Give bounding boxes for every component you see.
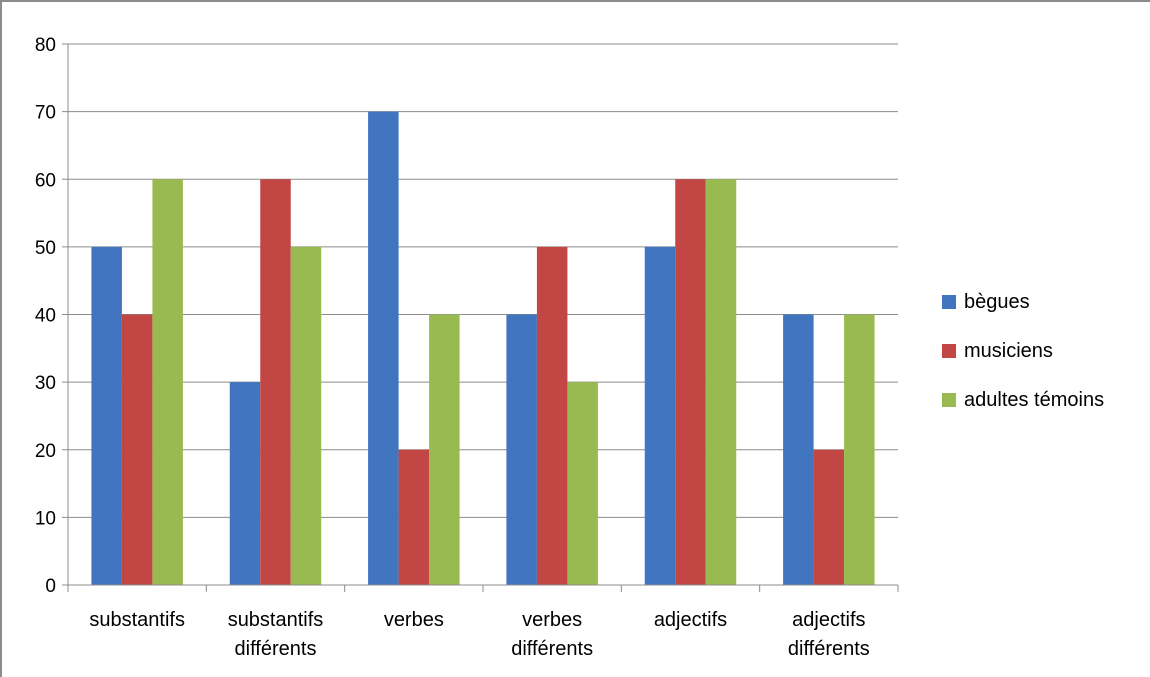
bar bbox=[429, 314, 460, 585]
bars bbox=[91, 111, 875, 585]
legend-swatch bbox=[942, 344, 956, 358]
legend-label: musiciens bbox=[964, 340, 1053, 362]
legend-swatch bbox=[942, 393, 956, 407]
y-axis-ticks: 0 10 20 30 40 50 60 70 80 bbox=[35, 35, 56, 597]
bar bbox=[368, 111, 399, 585]
bar bbox=[229, 382, 261, 585]
x-category-label: substantifs différents bbox=[228, 609, 324, 660]
y-tick-label: 40 bbox=[35, 306, 56, 327]
y-tick-label: 50 bbox=[35, 238, 56, 259]
x-category-label: substantifs bbox=[89, 609, 185, 631]
gridlines bbox=[68, 43, 898, 518]
bar bbox=[398, 449, 430, 585]
bar bbox=[506, 314, 537, 585]
bar bbox=[813, 449, 845, 585]
y-tick-label: 30 bbox=[35, 373, 56, 394]
y-tick-label: 0 bbox=[45, 576, 56, 597]
x-axis-labels: substantifs substantifs différents verbes ve… bbox=[89, 609, 869, 660]
bar bbox=[705, 179, 737, 585]
legend: bègues musiciens adultes témoins bbox=[942, 291, 1104, 411]
bar bbox=[567, 382, 598, 585]
bar bbox=[644, 246, 676, 585]
bar bbox=[675, 179, 706, 585]
bar bbox=[536, 246, 568, 585]
x-category-label: adjectifs différents bbox=[788, 609, 870, 660]
y-tick-label: 80 bbox=[35, 35, 56, 56]
legend-label: bègues bbox=[964, 291, 1030, 313]
bar bbox=[121, 314, 153, 585]
x-category-label: adjectifs bbox=[654, 609, 727, 631]
bar bbox=[91, 246, 122, 585]
y-tick-label: 70 bbox=[35, 103, 56, 124]
bar bbox=[783, 314, 814, 585]
legend-swatch bbox=[942, 295, 956, 309]
bar bbox=[844, 314, 875, 585]
legend-label: adultes témoins bbox=[964, 389, 1104, 411]
bar bbox=[260, 179, 291, 585]
axes bbox=[62, 43, 899, 592]
x-category-label: verbes différents bbox=[511, 609, 593, 660]
x-category-label: verbes bbox=[384, 609, 444, 631]
y-tick-label: 10 bbox=[35, 508, 56, 529]
y-tick-label: 20 bbox=[35, 441, 56, 462]
bar bbox=[290, 246, 322, 585]
y-tick-label: 60 bbox=[35, 170, 56, 191]
bar bbox=[152, 179, 183, 585]
